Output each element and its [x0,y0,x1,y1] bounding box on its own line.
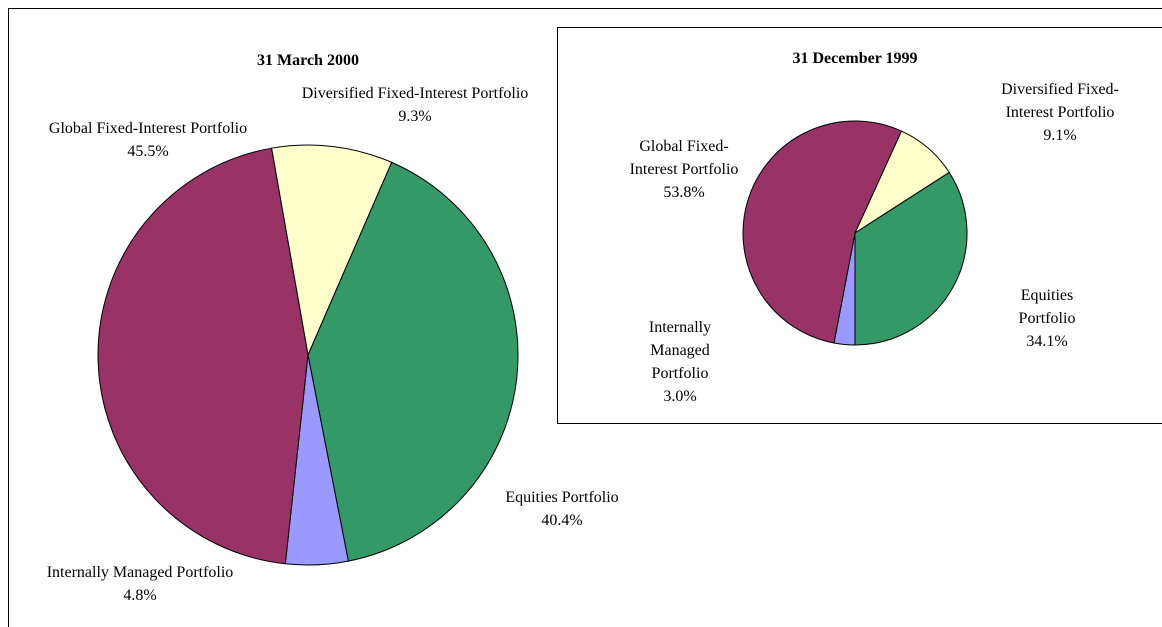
value-label: 4.8% [123,587,157,604]
slice-label: Internally Managed Portfolio 4.8% [40,561,240,607]
slice-label: Internally Managed Portfolio 3.0% [630,316,730,408]
category-label: Diversified Fixed-Interest Portfolio [1001,81,1119,121]
chart-title: 31 March 2000 [257,52,359,69]
slice-label: Equities Portfolio 34.1% [1002,284,1092,353]
slice-label: Global Fixed-Interest Portfolio 45.5% [48,117,248,163]
category-label: Equities Portfolio [505,489,619,506]
slice-label: Diversified Fixed-Interest Portfolio 9.1% [1000,78,1120,147]
value-label: 3.0% [663,388,697,405]
value-label: 45.5% [127,143,169,160]
pie-slice [270,144,393,357]
frame [8,8,1162,627]
value-label: 40.4% [541,512,583,529]
slice-label: Global Fixed-Interest Portfolio 53.8% [622,135,747,204]
slice-label: Equities Portfolio 40.4% [452,486,672,532]
category-label: Global Fixed-Interest Portfolio [629,138,739,178]
slice-label: Diversified Fixed-Interest Portfolio 9.3% [290,82,540,128]
category-label: Internally Managed Portfolio [648,319,712,382]
pie-slice [854,171,968,346]
category-label: Diversified Fixed-Interest Portfolio [301,85,529,102]
value-label: 9.3% [398,108,432,125]
value-label: 9.1% [1043,127,1077,144]
category-label: Internally Managed Portfolio [46,564,234,581]
value-label: 53.8% [663,184,705,201]
category-label: Equities Portfolio [1018,287,1076,327]
pie-slice [307,161,519,562]
pie-slice [742,120,903,344]
pie-slice [97,147,309,565]
category-label: Global Fixed-Interest Portfolio [48,120,248,137]
chart-title: 31 December 1999 [792,50,918,67]
value-label: 34.1% [1026,333,1068,350]
